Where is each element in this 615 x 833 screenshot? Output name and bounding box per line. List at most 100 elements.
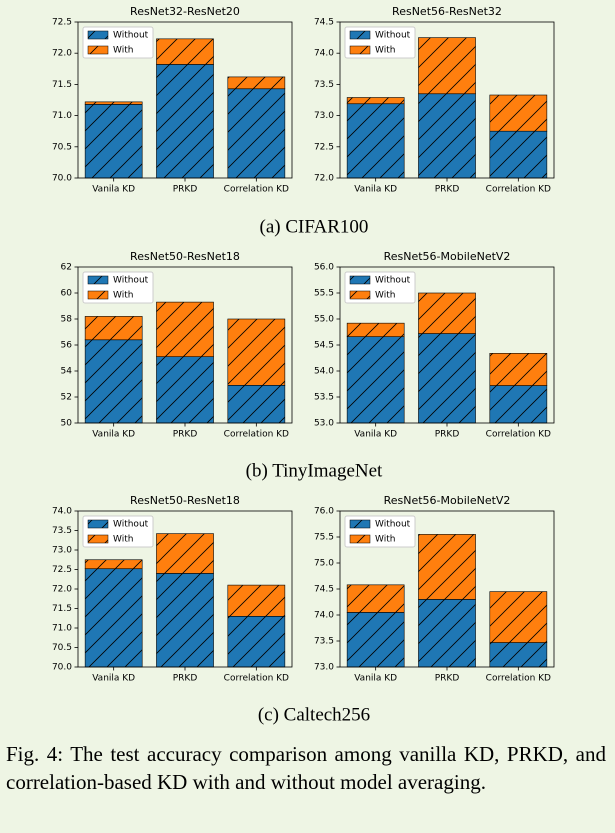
bar-segment xyxy=(227,318,286,386)
x-tick-label: Correlation KD xyxy=(486,185,551,195)
chart-title: ResNet56-MobileNetV2 xyxy=(384,250,511,263)
bar-segment xyxy=(418,93,476,179)
axes-frame xyxy=(77,266,293,424)
y-tick-label: 74.0 xyxy=(314,611,334,621)
legend-swatch xyxy=(349,290,371,300)
y-tick-label: 73.0 xyxy=(52,546,72,556)
legend-label: Without xyxy=(375,276,411,286)
y-tick-label: 72.5 xyxy=(52,18,72,28)
bar-segment xyxy=(156,301,214,358)
y-tick-label: 73.5 xyxy=(52,526,72,536)
y-tick-label: 54.0 xyxy=(314,367,334,377)
legend-label: With xyxy=(375,535,395,545)
x-tick-label: Correlation KD xyxy=(486,674,551,684)
y-tick-label: 50 xyxy=(61,419,73,429)
caption: (c) Caltech256 xyxy=(258,704,370,725)
y-tick-label: 70.0 xyxy=(52,663,72,673)
y-tick-label: 70.5 xyxy=(52,643,72,653)
legend-swatch xyxy=(87,534,109,544)
legend-label: With xyxy=(113,291,133,301)
bar-segment xyxy=(227,384,286,424)
y-tick-label: 72.0 xyxy=(52,585,72,595)
legend-label: Without xyxy=(375,520,411,530)
bar-segment xyxy=(227,584,286,617)
y-tick-label: 70.0 xyxy=(52,174,72,184)
y-tick-label: 73.0 xyxy=(314,663,334,673)
bar-segment xyxy=(84,339,143,424)
bar-segment xyxy=(346,103,405,179)
y-tick-label: 73.0 xyxy=(314,111,334,121)
x-tick-label: Correlation KD xyxy=(224,185,289,195)
axes-frame xyxy=(339,21,555,179)
x-tick-label: PRKD xyxy=(173,185,198,195)
bar-segment xyxy=(156,573,214,668)
x-tick-label: Vanila KD xyxy=(92,674,135,684)
bar-segment xyxy=(418,292,476,334)
y-tick-label: 72.0 xyxy=(52,49,72,59)
bar-segment xyxy=(489,642,548,668)
x-tick-label: Vanila KD xyxy=(92,185,135,195)
y-tick-label: 74.0 xyxy=(52,507,72,517)
axes-frame xyxy=(339,510,555,668)
y-tick-label: 71.0 xyxy=(52,111,72,121)
y-tick-label: 56.0 xyxy=(314,263,334,273)
y-tick-label: 53.5 xyxy=(314,393,334,403)
bar-segment xyxy=(84,316,143,341)
y-tick-label: 58 xyxy=(61,315,73,325)
x-tick-label: PRKD xyxy=(435,430,460,440)
bar-segment xyxy=(156,64,214,179)
legend-label: With xyxy=(375,46,395,56)
legend-swatch xyxy=(349,519,371,529)
bar-segment xyxy=(227,615,286,668)
y-tick-label: 72.5 xyxy=(314,142,334,152)
chart-title: ResNet56-MobileNetV2 xyxy=(384,494,511,507)
legend-label: With xyxy=(113,535,133,545)
y-tick-label: 62 xyxy=(61,263,72,273)
figure: (a) CIFAR100 (b) TinyImageNet (c) Caltec… xyxy=(52,5,555,725)
y-tick-label: 60 xyxy=(61,289,73,299)
bar-segment xyxy=(489,385,548,424)
bar-segment xyxy=(418,333,476,424)
y-tick-label: 54.5 xyxy=(314,341,334,351)
axes-frame xyxy=(77,21,293,179)
x-tick-label: PRKD xyxy=(435,185,460,195)
bar-segment xyxy=(418,534,476,600)
bar-segment xyxy=(156,38,214,65)
y-tick-label: 70.5 xyxy=(52,142,72,152)
bar-segment xyxy=(346,336,405,424)
legend-swatch xyxy=(349,534,371,544)
bar-segment xyxy=(156,533,214,574)
x-tick-label: Correlation KD xyxy=(224,674,289,684)
x-tick-label: PRKD xyxy=(435,674,460,684)
axes-frame xyxy=(77,510,293,668)
legend-label: Without xyxy=(375,31,411,41)
y-tick-label: 75.0 xyxy=(314,559,334,569)
y-tick-label: 71.0 xyxy=(52,624,72,634)
legend-swatch xyxy=(349,45,371,55)
legend-swatch xyxy=(87,30,109,40)
legend-label: Without xyxy=(113,520,149,530)
bar-segment xyxy=(346,584,405,613)
bar-segment xyxy=(84,101,143,105)
y-tick-label: 71.5 xyxy=(52,604,72,614)
legend-label: With xyxy=(375,291,395,301)
x-tick-label: PRKD xyxy=(173,674,198,684)
y-tick-label: 72.5 xyxy=(52,565,72,575)
y-tick-label: 75.5 xyxy=(314,533,334,543)
y-tick-label: 52 xyxy=(61,393,72,403)
y-tick-label: 74.0 xyxy=(314,49,334,59)
bar-segment xyxy=(489,130,548,179)
y-tick-label: 76.0 xyxy=(314,507,334,517)
x-tick-label: Correlation KD xyxy=(486,430,551,440)
legend-swatch xyxy=(87,290,109,300)
chart-title: ResNet50-ResNet18 xyxy=(130,494,240,507)
y-tick-label: 74.5 xyxy=(314,585,334,595)
bar-segment xyxy=(346,322,405,337)
legend-label: With xyxy=(113,46,133,56)
y-tick-label: 55.5 xyxy=(314,289,334,299)
legend-label: Without xyxy=(113,276,149,286)
bar-segment xyxy=(489,94,548,132)
x-tick-label: Vanila KD xyxy=(354,674,397,684)
y-tick-label: 72.0 xyxy=(314,174,334,184)
